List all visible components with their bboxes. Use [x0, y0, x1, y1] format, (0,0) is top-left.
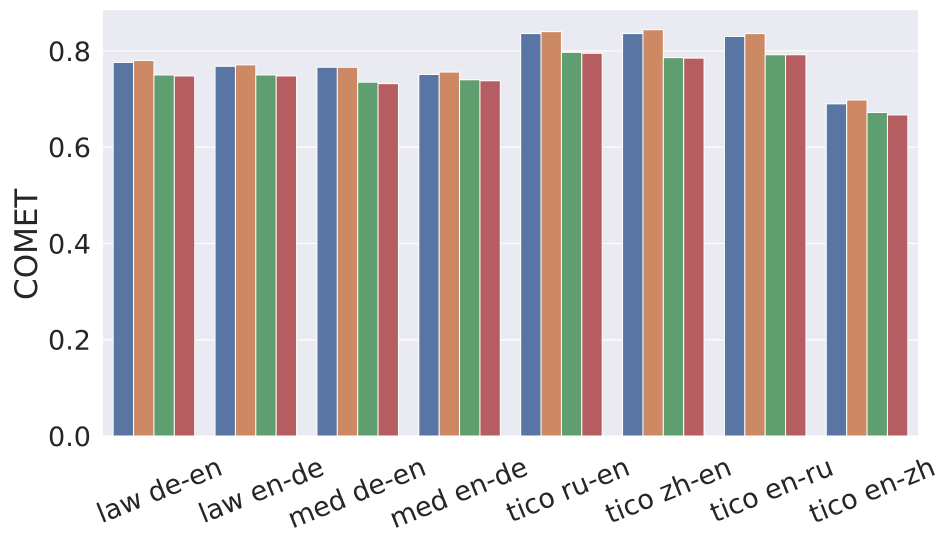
bar — [173, 75, 196, 437]
bar — [316, 66, 338, 437]
bar — [357, 81, 379, 437]
bar — [336, 66, 359, 437]
bar — [438, 71, 461, 437]
bar — [255, 74, 277, 437]
bar — [459, 79, 481, 437]
bar — [275, 75, 298, 437]
bar — [418, 74, 440, 437]
bar — [785, 54, 807, 437]
bar — [622, 33, 644, 437]
bar — [764, 54, 787, 437]
bar — [744, 33, 766, 437]
bar — [723, 35, 746, 437]
bar — [479, 80, 501, 437]
bar — [234, 64, 257, 437]
bar — [683, 57, 705, 437]
bar — [214, 65, 236, 437]
bars — [112, 29, 909, 437]
bar — [133, 60, 155, 437]
bar — [846, 99, 868, 437]
y-tick-label: 0.4 — [48, 229, 91, 260]
y-tick-label: 0.2 — [48, 326, 91, 357]
bar — [153, 74, 175, 437]
bar — [866, 112, 888, 437]
bar — [825, 103, 848, 437]
bar — [886, 114, 909, 437]
bar — [540, 31, 562, 437]
bar — [581, 52, 603, 437]
y-axis-title: COMET — [9, 188, 45, 300]
bar — [112, 61, 135, 437]
bar — [377, 83, 399, 437]
bar — [520, 33, 542, 437]
y-tick-labels: 0.0 0.2 0.4 0.6 0.8 — [48, 37, 91, 453]
bar — [642, 29, 664, 437]
y-tick-label: 0.0 — [48, 422, 91, 453]
y-tick-label: 0.6 — [48, 133, 91, 164]
bar — [560, 51, 583, 437]
y-tick-label: 0.8 — [48, 37, 91, 68]
bar — [662, 57, 685, 437]
